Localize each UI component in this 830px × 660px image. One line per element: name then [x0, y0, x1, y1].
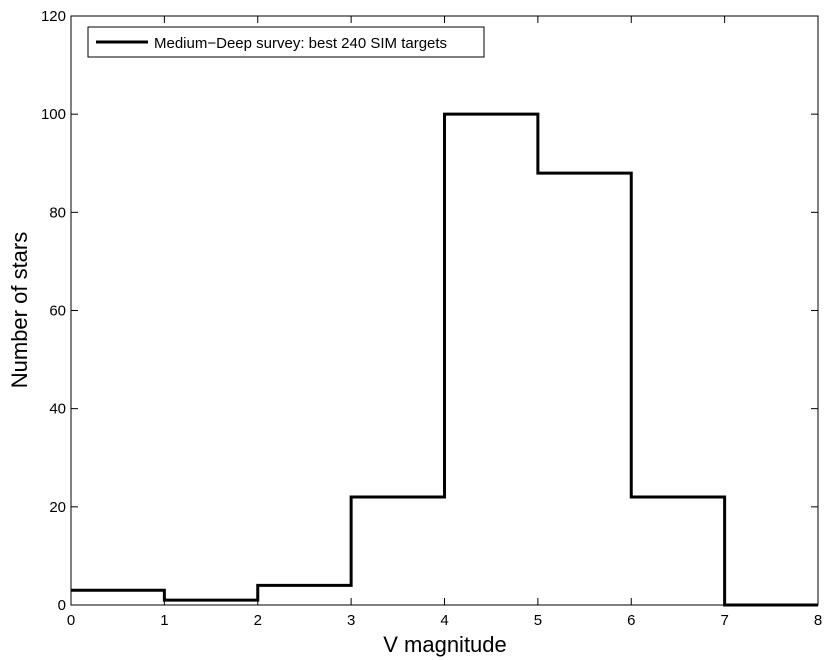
x-tick-label: 8 [814, 612, 822, 629]
y-axis-ticks: 0 20 40 60 80 100 120 [41, 8, 818, 614]
legend-box [87, 26, 485, 58]
y-tick-label: 60 [49, 303, 66, 320]
histogram-step-line [71, 112, 818, 607]
x-tick-label: 1 [160, 612, 168, 629]
x-tick-label: 3 [347, 612, 355, 629]
y-tick-label: 20 [49, 499, 66, 516]
x-tick-label: 7 [720, 612, 728, 629]
y-tick-label: 120 [41, 8, 66, 25]
y-axis-label: Number of stars [7, 232, 32, 389]
y-tick-label: 40 [49, 401, 66, 418]
y-tick-label: 100 [41, 106, 66, 123]
x-tick-label: 2 [254, 612, 262, 629]
x-axis-label: V magnitude [383, 632, 507, 657]
y-tick-label: 0 [58, 597, 66, 614]
x-tick-label: 6 [627, 612, 635, 629]
x-tick-label: 4 [440, 612, 448, 629]
x-tick-label: 5 [534, 612, 542, 629]
legend: Medium−Deep survey: best 240 SIM targets [87, 26, 485, 58]
x-axis-ticks: 0 1 2 3 4 5 6 7 8 [67, 16, 822, 629]
x-tick-label: 0 [67, 612, 75, 629]
legend-label: Medium−Deep survey: best 240 SIM targets [154, 35, 447, 52]
y-tick-label: 80 [49, 204, 66, 221]
